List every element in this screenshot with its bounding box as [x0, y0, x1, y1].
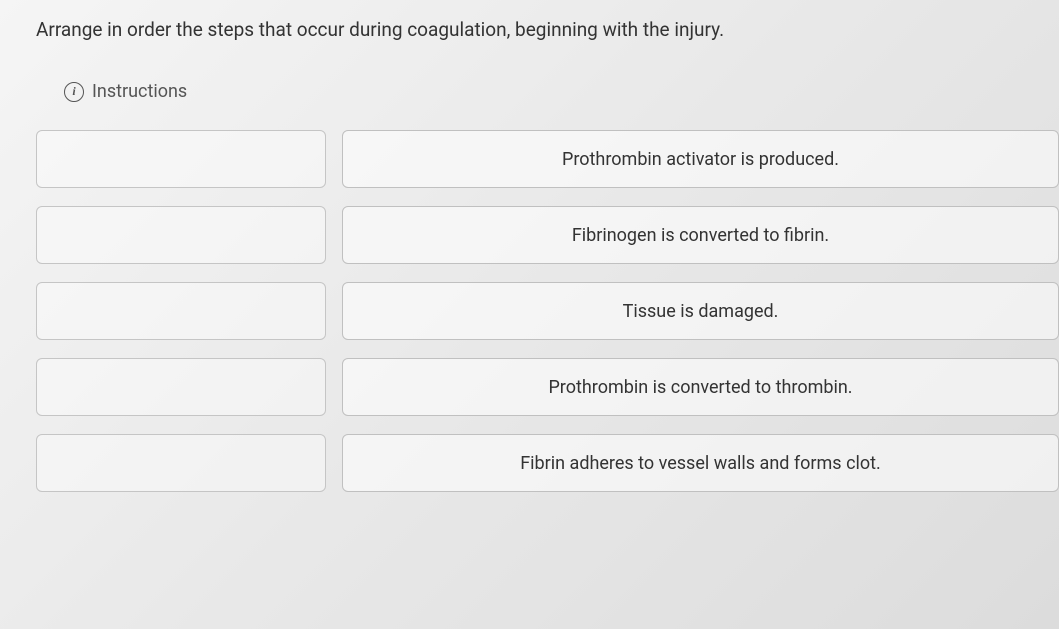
answer-card[interactable]: Tissue is damaged. — [342, 282, 1059, 340]
question-text: Arrange in order the steps that occur du… — [36, 18, 1059, 41]
answer-card[interactable]: Fibrin adheres to vessel walls and forms… — [342, 434, 1059, 492]
answer-text: Fibrinogen is converted to fibrin. — [572, 225, 829, 246]
answer-text: Fibrin adheres to vessel walls and forms… — [520, 453, 881, 474]
answer-card[interactable]: Prothrombin activator is produced. — [342, 130, 1059, 188]
ordering-row: Fibrin adheres to vessel walls and forms… — [36, 434, 1059, 492]
answer-text: Tissue is damaged. — [623, 301, 779, 322]
drop-slot-2[interactable] — [36, 206, 326, 264]
ordering-row: Tissue is damaged. — [36, 282, 1059, 340]
drop-slot-1[interactable] — [36, 130, 326, 188]
ordering-row: Prothrombin is converted to thrombin. — [36, 358, 1059, 416]
answer-text: Prothrombin activator is produced. — [562, 149, 839, 170]
answer-text: Prothrombin is converted to thrombin. — [548, 377, 852, 398]
drop-slot-5[interactable] — [36, 434, 326, 492]
answer-card[interactable]: Prothrombin is converted to thrombin. — [342, 358, 1059, 416]
drop-slot-4[interactable] — [36, 358, 326, 416]
drop-slot-3[interactable] — [36, 282, 326, 340]
ordering-row: Fibrinogen is converted to fibrin. — [36, 206, 1059, 264]
instructions-label: Instructions — [92, 81, 187, 102]
ordering-row: Prothrombin activator is produced. — [36, 130, 1059, 188]
answer-card[interactable]: Fibrinogen is converted to fibrin. — [342, 206, 1059, 264]
ordering-container: Prothrombin activator is produced. Fibri… — [36, 130, 1059, 492]
instructions-row[interactable]: i Instructions — [64, 81, 1059, 102]
info-icon: i — [64, 82, 84, 102]
